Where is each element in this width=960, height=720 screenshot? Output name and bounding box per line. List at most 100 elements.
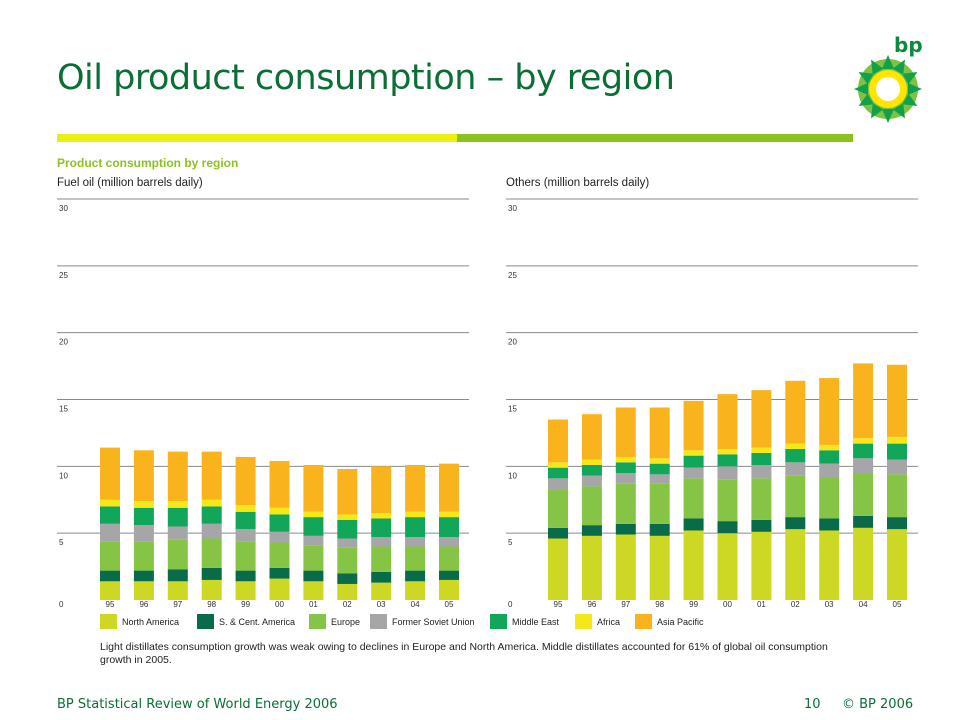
bar-segment-africa — [548, 462, 568, 468]
bar-segment-asia-pacific — [337, 469, 358, 515]
bar-segment-europe — [649, 483, 670, 524]
x-tick-label: 00 — [723, 600, 732, 609]
bar-segment-middle-east — [717, 454, 738, 467]
bar-segment-north-america — [337, 583, 358, 600]
x-tick-label: 05 — [445, 600, 454, 609]
bar-segment-former-soviet-union — [439, 537, 459, 547]
legend-swatch — [100, 614, 117, 629]
bar-segment-middle-east — [167, 507, 188, 527]
bar-segment-africa — [887, 436, 907, 444]
bar-segment-middle-east — [201, 506, 222, 524]
bar-segment-africa — [100, 499, 120, 507]
bar-segment-s-cent-america — [303, 570, 324, 582]
bar-segment-former-soviet-union — [683, 467, 704, 479]
bar-segment-africa — [235, 505, 256, 512]
bar-segment-middle-east — [548, 467, 568, 479]
bar-segment-europe — [785, 475, 806, 518]
bar-segment-europe — [100, 541, 120, 571]
bar-segment-s-cent-america — [337, 573, 358, 584]
bar-segment-s-cent-america — [439, 570, 459, 580]
bar-segment-s-cent-america — [548, 527, 568, 539]
legend-label: Middle East — [512, 617, 560, 627]
bar-segment-europe — [337, 547, 358, 574]
slide-title: Oil product consumption – by region — [57, 58, 675, 98]
chart-title: Others (million barrels daily) — [506, 177, 649, 189]
x-tick-label: 96 — [587, 600, 596, 609]
header-stripe-yellow — [57, 134, 457, 142]
legend-label: Asia Pacific — [657, 617, 704, 627]
bar-segment-asia-pacific — [615, 407, 636, 457]
bar-segment-former-soviet-union — [337, 538, 358, 548]
bar-segment-s-cent-america — [235, 570, 256, 582]
bar-segment-europe — [751, 478, 772, 520]
bar-segment-africa — [683, 450, 704, 456]
bar-segment-north-america — [371, 582, 392, 600]
bar-segment-asia-pacific — [785, 380, 806, 444]
bar-segment-middle-east — [853, 443, 874, 459]
bp-helios-logo-icon — [854, 55, 922, 123]
bar-segment-former-soviet-union — [303, 535, 324, 546]
bar-segment-europe — [615, 483, 636, 524]
bar-segment-africa — [717, 448, 738, 455]
bar-segment-africa — [751, 447, 772, 453]
x-tick-label: 99 — [689, 600, 698, 609]
bar-segment-africa — [819, 444, 840, 451]
bar-segment-s-cent-america — [785, 517, 806, 530]
bar-segment-former-soviet-union — [548, 478, 568, 490]
bar-segment-s-cent-america — [887, 517, 907, 530]
bar-segment-europe — [201, 538, 222, 568]
bar-segment-africa — [615, 456, 636, 463]
x-tick-label: 01 — [309, 600, 318, 609]
bar-segment-europe — [167, 539, 188, 570]
bar-segment-middle-east — [751, 452, 772, 465]
bp-logo-text: bp — [894, 33, 923, 57]
bar-segment-s-cent-america — [100, 570, 120, 582]
bar-segment-africa — [201, 499, 222, 507]
bar-segment-former-soviet-union — [853, 458, 874, 474]
y-tick-label: 20 — [508, 338, 517, 347]
bar-segment-former-soviet-union — [167, 526, 188, 540]
bar-segment-middle-east — [235, 511, 256, 530]
bar-segment-asia-pacific — [201, 451, 222, 500]
bar-segment-former-soviet-union — [235, 529, 256, 542]
bar-segment-middle-east — [269, 514, 290, 532]
bar-segment-north-america — [269, 578, 290, 600]
bar-segment-europe — [405, 546, 426, 571]
bar-segment-africa — [167, 501, 188, 508]
bar-segment-north-america — [439, 579, 459, 600]
footer-source: BP Statistical Review of World Energy 20… — [57, 697, 338, 712]
bar-segment-s-cent-america — [853, 515, 874, 528]
x-tick-label: 02 — [791, 600, 800, 609]
bar-segment-s-cent-america — [819, 518, 840, 531]
bar-segment-middle-east — [615, 462, 636, 474]
bar-segment-africa — [785, 443, 806, 449]
bar-segment-s-cent-america — [751, 519, 772, 532]
x-tick-label: 96 — [139, 600, 148, 609]
legend-swatch — [197, 614, 214, 629]
y-tick-label: 30 — [508, 204, 517, 213]
y-tick-label: 25 — [59, 271, 68, 280]
y-tick-label: 5 — [508, 538, 513, 547]
bar-segment-north-america — [887, 529, 907, 600]
bar-segment-s-cent-america — [167, 569, 188, 582]
bar-segment-asia-pacific — [405, 464, 426, 512]
bar-segment-former-soviet-union — [615, 473, 636, 484]
bar-segment-former-soviet-union — [405, 537, 426, 547]
x-tick-label: 95 — [554, 600, 563, 609]
bar-segment-europe — [133, 541, 154, 571]
legend-label: Former Soviet Union — [392, 617, 475, 627]
bar-segment-north-america — [303, 581, 324, 600]
legend-swatch — [575, 614, 592, 629]
bar-segment-africa — [371, 513, 392, 519]
bar-segment-europe — [717, 479, 738, 522]
bar-segment-asia-pacific — [269, 460, 290, 508]
bar-segment-asia-pacific — [235, 456, 256, 506]
legend-label: S. & Cent. America — [219, 617, 295, 627]
bar-segment-asia-pacific — [100, 447, 120, 500]
bar-segment-asia-pacific — [887, 364, 907, 437]
y-tick-label: 5 — [59, 538, 64, 547]
bar-segment-middle-east — [371, 518, 392, 538]
bar-segment-former-soviet-union — [785, 462, 806, 476]
bar-segment-europe — [303, 545, 324, 571]
